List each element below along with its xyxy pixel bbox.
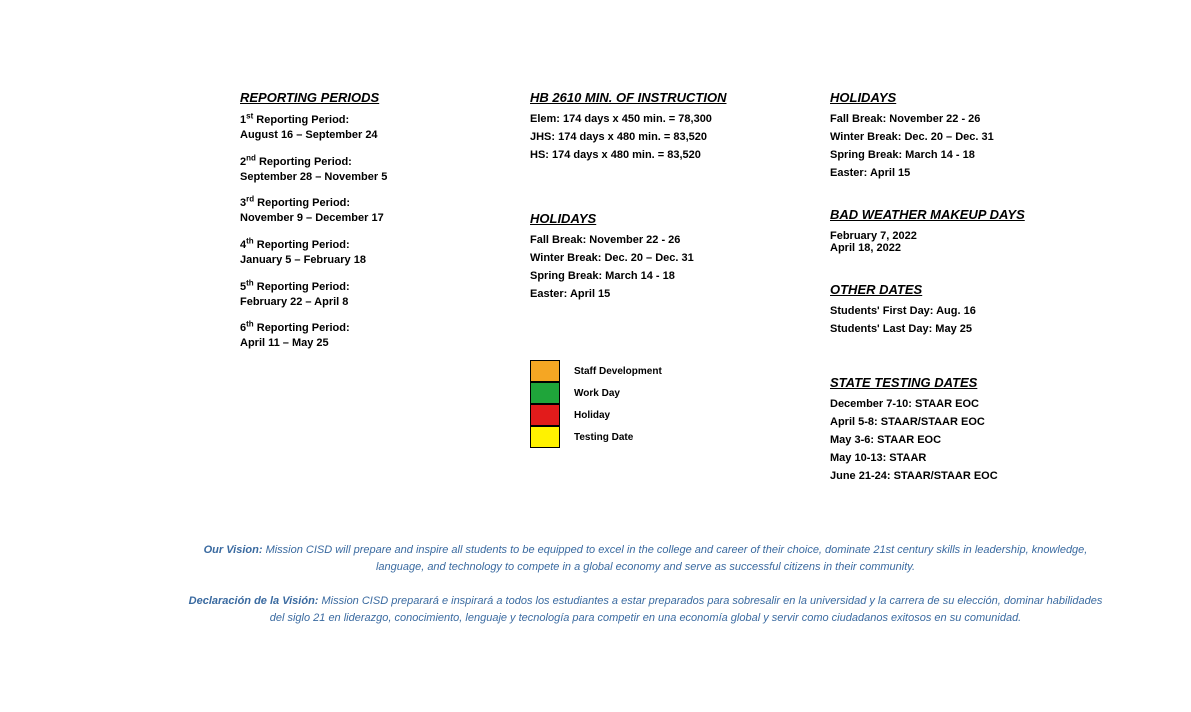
period-dates: September 28 – November 5	[240, 171, 387, 183]
column-reporting-periods: REPORTING PERIODS 1st Reporting Period:A…	[240, 90, 470, 512]
other-date-line: Students' First Day: Aug. 16	[830, 305, 1090, 317]
legend-swatch	[530, 382, 560, 404]
testing-line: June 21-24: STAAR/STAAR EOC	[830, 470, 1090, 482]
vision-paragraph: Our Vision: Mission CISD will prepare an…	[180, 542, 1111, 575]
declaracion-paragraph: Declaración de la Visión: Mission CISD p…	[180, 593, 1111, 626]
period-suffix: th	[246, 236, 254, 245]
vision-text: Mission CISD will prepare and inspire al…	[266, 544, 1088, 573]
period-label: Reporting Period:	[254, 239, 350, 251]
testing-line: April 5-8: STAAR/STAAR EOC	[830, 416, 1090, 428]
legend-swatch	[530, 404, 560, 426]
reporting-periods-list: 1st Reporting Period:August 16 – Septemb…	[240, 113, 470, 351]
holiday-line: Fall Break: November 22 - 26	[830, 113, 1090, 125]
holidays-heading: HOLIDAYS	[530, 211, 770, 226]
reporting-period-entry: 1st Reporting Period:August 16 – Septemb…	[240, 113, 470, 143]
holidays-heading-right: HOLIDAYS	[830, 90, 1090, 105]
makeup-line: April 18, 2022	[830, 242, 1090, 254]
testing-line: May 3-6: STAAR EOC	[830, 434, 1090, 446]
instruction-line: Elem: 174 days x 450 min. = 78,300	[530, 113, 770, 125]
period-dates: November 9 – December 17	[240, 212, 384, 224]
makeup-line: February 7, 2022	[830, 230, 1090, 242]
other-dates-block: OTHER DATES Students' First Day: Aug. 16…	[830, 282, 1090, 335]
period-suffix: th	[246, 320, 254, 329]
holidays-block-middle: HOLIDAYS Fall Break: November 22 - 26 Wi…	[530, 211, 770, 300]
holiday-line: Easter: April 15	[530, 288, 770, 300]
period-label: Reporting Period:	[253, 114, 349, 126]
legend-row: Staff Development	[530, 360, 662, 382]
legend-label: Holiday	[574, 410, 610, 421]
period-suffix: th	[246, 278, 254, 287]
testing-line: December 7-10: STAAR EOC	[830, 398, 1090, 410]
legend-label: Testing Date	[574, 432, 633, 443]
legend-row: Work Day	[530, 382, 662, 404]
reporting-period-entry: 6th Reporting Period:April 11 – May 25	[240, 321, 470, 351]
period-label: Reporting Period:	[254, 322, 350, 334]
instruction-heading: HB 2610 MIN. OF INSTRUCTION	[530, 90, 770, 105]
period-label: Reporting Period:	[254, 197, 350, 209]
period-suffix: rd	[246, 195, 254, 204]
reporting-period-entry: 3rd Reporting Period:November 9 – Decemb…	[240, 196, 470, 226]
makeup-days-heading: BAD WEATHER MAKEUP DAYS	[830, 207, 1090, 222]
legend-row: Holiday	[530, 404, 662, 426]
reporting-period-entry: 4th Reporting Period:January 5 – Februar…	[240, 238, 470, 268]
period-dates: January 5 – February 18	[240, 254, 366, 266]
other-date-line: Students' Last Day: May 25	[830, 323, 1090, 335]
period-suffix: nd	[246, 153, 256, 162]
period-label: Reporting Period:	[256, 156, 352, 168]
legend-row: Testing Date	[530, 426, 662, 448]
reporting-period-entry: 2nd Reporting Period:September 28 – Nove…	[240, 155, 470, 185]
other-dates-heading: OTHER DATES	[830, 282, 1090, 297]
reporting-periods-heading: REPORTING PERIODS	[240, 90, 470, 105]
declaracion-text: Mission CISD preparará e inspirará a tod…	[270, 595, 1103, 624]
legend-swatch	[530, 360, 560, 382]
holiday-line: Fall Break: November 22 - 26	[530, 234, 770, 246]
vision-lead: Our Vision:	[204, 544, 266, 556]
column-middle: HB 2610 MIN. OF INSTRUCTION Elem: 174 da…	[530, 90, 770, 512]
instruction-block: HB 2610 MIN. OF INSTRUCTION Elem: 174 da…	[530, 90, 770, 161]
period-dates: February 22 – April 8	[240, 296, 348, 308]
legend-label: Staff Development	[574, 366, 662, 377]
holidays-block-right: HOLIDAYS Fall Break: November 22 - 26 Wi…	[830, 90, 1090, 179]
holiday-line: Easter: April 15	[830, 167, 1090, 179]
period-label: Reporting Period:	[254, 281, 350, 293]
instruction-line: JHS: 174 days x 480 min. = 83,520	[530, 131, 770, 143]
makeup-days-block: BAD WEATHER MAKEUP DAYS February 7, 2022…	[830, 207, 1090, 254]
footer: Our Vision: Mission CISD will prepare an…	[180, 542, 1111, 644]
instruction-line: HS: 174 days x 480 min. = 83,520	[530, 149, 770, 161]
period-dates: August 16 – September 24	[240, 129, 378, 141]
period-dates: April 11 – May 25	[240, 337, 329, 349]
legend: Staff Development Work Day Holiday Testing …	[530, 360, 662, 448]
declaracion-lead: Declaración de la Visión:	[189, 595, 322, 607]
state-testing-block: STATE TESTING DATES December 7-10: STAAR…	[830, 375, 1090, 482]
holiday-line: Winter Break: Dec. 20 – Dec. 31	[830, 131, 1090, 143]
legend-label: Work Day	[574, 388, 620, 399]
testing-line: May 10-13: STAAR	[830, 452, 1090, 464]
holiday-line: Winter Break: Dec. 20 – Dec. 31	[530, 252, 770, 264]
reporting-period-entry: 5th Reporting Period:February 22 – April…	[240, 280, 470, 310]
legend-swatch	[530, 426, 560, 448]
holiday-line: Spring Break: March 14 - 18	[830, 149, 1090, 161]
column-right: HOLIDAYS Fall Break: November 22 - 26 Wi…	[830, 90, 1090, 512]
reporting-periods-block: REPORTING PERIODS 1st Reporting Period:A…	[240, 90, 470, 351]
state-testing-heading: STATE TESTING DATES	[830, 375, 1090, 390]
holiday-line: Spring Break: March 14 - 18	[530, 270, 770, 282]
